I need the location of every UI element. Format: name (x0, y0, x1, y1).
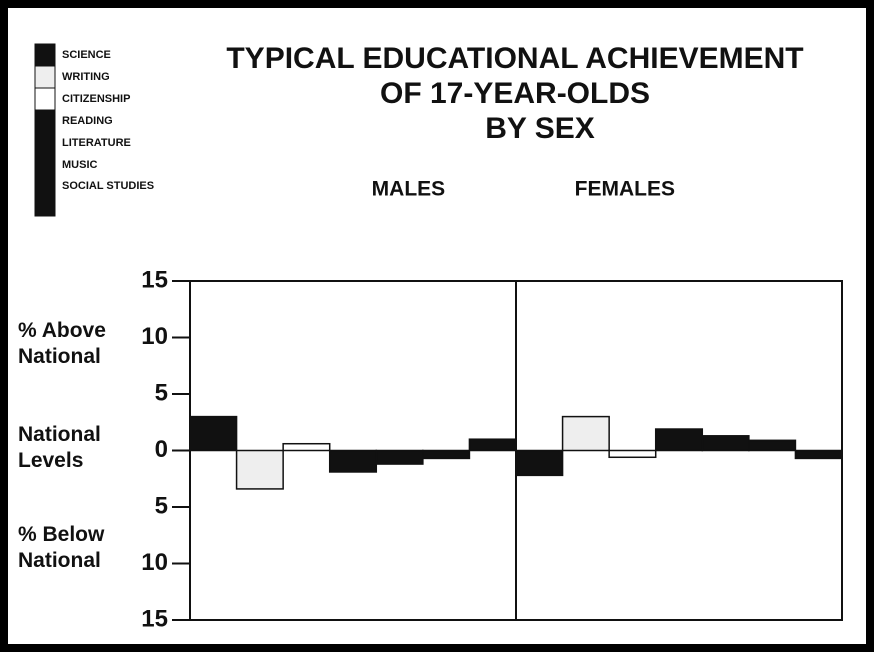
chart-title: TYPICAL EDUCATIONAL ACHIEVEMENT (226, 42, 803, 75)
y-tick-label: 10 (141, 549, 168, 576)
legend-swatch (35, 154, 55, 176)
chart-title: OF 17-YEAR-OLDS (380, 77, 650, 110)
bar (376, 451, 423, 465)
legend-label: SOCIAL STUDIES (62, 180, 154, 192)
legend-swatch (35, 132, 55, 154)
axis-annotation: National Levels (18, 422, 138, 474)
bar (702, 436, 749, 451)
legend-label: WRITING (62, 71, 110, 83)
bar (283, 444, 330, 451)
bar (656, 429, 703, 450)
legend-swatch (35, 44, 55, 66)
category-label: FEMALES (575, 178, 675, 201)
y-tick-label: 0 (155, 436, 168, 463)
legend-label: SCIENCE (62, 49, 111, 61)
bar (795, 451, 842, 459)
legend-label: CITIZENSHIP (62, 93, 130, 105)
bar (469, 439, 516, 450)
axis-annotation: % Below National (18, 522, 138, 574)
page: TYPICAL EDUCATIONAL ACHIEVEMENT OF 17-YE… (0, 0, 874, 652)
y-tick-label: 5 (155, 492, 168, 519)
y-tick-label: 10 (141, 323, 168, 350)
legend-label: LITERATURE (62, 137, 131, 149)
bar (516, 451, 563, 476)
legend-label: MUSIC (62, 159, 98, 171)
category-label: MALES (372, 178, 446, 201)
bar (330, 451, 377, 472)
axis-annotation: % Above National (18, 318, 138, 370)
bar (749, 440, 796, 450)
bar (609, 451, 656, 458)
y-tick-label: 15 (141, 266, 168, 293)
y-tick-label: 15 (141, 605, 168, 632)
bar (423, 451, 470, 459)
bar (563, 417, 610, 451)
bar (237, 451, 284, 489)
bar (190, 417, 237, 451)
y-tick-label: 5 (155, 379, 168, 406)
legend-swatch (35, 176, 55, 216)
legend-swatch (35, 66, 55, 88)
chart-title: BY SEX (485, 112, 595, 145)
legend-swatch (35, 88, 55, 110)
legend-label: READING (62, 115, 113, 127)
legend-swatch (35, 110, 55, 132)
